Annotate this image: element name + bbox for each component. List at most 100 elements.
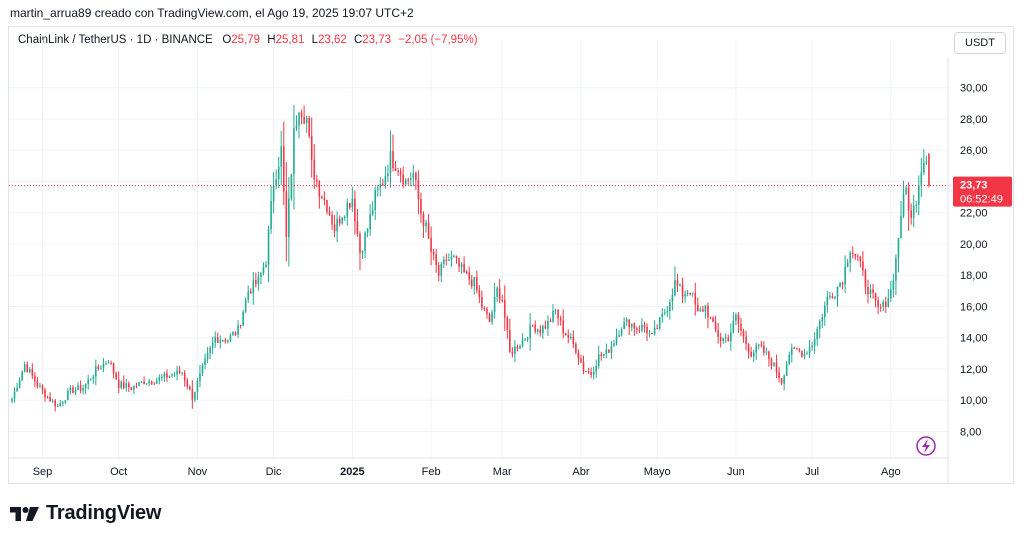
candle-body: [785, 363, 788, 376]
candle-body: [661, 313, 664, 318]
candle-body: [389, 151, 392, 174]
candle-body: [155, 380, 158, 384]
candle-body: [831, 296, 834, 299]
lightning-icon-ring[interactable]: [916, 436, 936, 456]
candle-body: [36, 381, 39, 387]
candle-body: [148, 381, 150, 384]
candle-body: [412, 172, 415, 179]
candle-body: [244, 299, 247, 312]
candle-body: [524, 339, 526, 341]
candle-body: [719, 336, 722, 341]
candle-body: [542, 326, 544, 334]
x-tick-label: Nov: [188, 466, 208, 478]
candle-body: [641, 324, 643, 331]
candle-body: [554, 310, 557, 312]
candle-body: [49, 397, 51, 402]
lightning-icon[interactable]: [922, 439, 930, 453]
candle-body: [196, 380, 199, 392]
candle-body: [928, 153, 930, 186]
candle-body: [437, 265, 440, 276]
candle-body: [260, 273, 262, 277]
candle-body: [486, 308, 488, 314]
candle-body: [216, 337, 219, 343]
candle-body: [691, 292, 694, 294]
candle-body: [897, 237, 900, 258]
candle-body: [501, 299, 504, 301]
candle-body: [222, 340, 224, 342]
candle-body: [300, 112, 303, 117]
candle-body: [636, 328, 638, 330]
candle-body: [674, 280, 676, 296]
candle-body: [572, 336, 575, 345]
candle-body: [684, 294, 686, 297]
candle-body: [905, 187, 907, 194]
candle-body: [338, 218, 341, 224]
candle-body: [491, 312, 493, 323]
candle-body: [498, 288, 501, 300]
candle-body: [430, 237, 432, 252]
symbol-title[interactable]: ChainLink / TetherUS · 1D · BINANCE: [18, 34, 213, 46]
candle-body: [732, 320, 735, 333]
candle-body: [336, 218, 338, 232]
candle-body: [376, 188, 379, 191]
candle-body: [747, 344, 750, 352]
candle-body: [79, 385, 82, 391]
candle-body: [13, 391, 16, 399]
candle-body: [84, 383, 87, 389]
candle-body: [209, 347, 211, 354]
last-price-badge: [953, 176, 1012, 207]
candle-body: [117, 379, 120, 388]
candle-body: [277, 166, 280, 180]
candle-body: [267, 229, 270, 265]
candle-body: [18, 380, 21, 388]
candle-body: [653, 327, 656, 334]
candle-body: [481, 296, 483, 308]
candle-body: [229, 335, 232, 341]
currency-button[interactable]: USDT: [954, 32, 1006, 54]
candle-body: [730, 332, 732, 342]
candle-body: [61, 402, 64, 404]
candle-body: [859, 257, 862, 262]
candle-body: [651, 332, 653, 334]
candle-body: [539, 329, 542, 334]
candle-body: [270, 201, 272, 230]
candle-body: [511, 351, 514, 354]
candle-body: [884, 301, 887, 307]
candle-body: [608, 349, 610, 353]
candle-body: [872, 289, 874, 293]
candle-body: [925, 161, 928, 163]
candle-body: [857, 256, 859, 258]
candle-body: [92, 376, 95, 380]
candle-body: [445, 259, 448, 261]
candle-body: [727, 337, 730, 342]
candle-body: [290, 174, 293, 199]
candle-body: [194, 391, 196, 400]
candle-body: [846, 262, 849, 267]
candle-body: [402, 174, 404, 185]
candle-body: [887, 298, 890, 307]
candle-body: [920, 172, 923, 186]
candle-body: [793, 347, 796, 349]
candle-body: [773, 362, 775, 366]
candle-body: [326, 199, 328, 212]
candle-body: [531, 324, 534, 326]
candle-body: [97, 366, 100, 369]
candle-body: [366, 229, 369, 233]
candle-body: [757, 344, 760, 346]
candle-body: [628, 319, 631, 328]
candle-body: [663, 312, 666, 314]
tradingview-logo-icon: [10, 506, 39, 521]
candle-body: [923, 162, 925, 173]
candle-body: [39, 385, 41, 387]
y-tick-label: 18,00: [960, 270, 988, 282]
y-tick-label: 28,00: [960, 114, 988, 126]
candle-body: [768, 351, 770, 360]
candle-body: [255, 280, 257, 285]
candle-body: [26, 364, 29, 372]
candle-body: [166, 373, 168, 378]
candle-body: [575, 344, 577, 353]
candle-body: [343, 216, 346, 218]
candle-body: [420, 199, 422, 214]
candle-body: [435, 254, 437, 266]
candle-body: [740, 323, 742, 331]
